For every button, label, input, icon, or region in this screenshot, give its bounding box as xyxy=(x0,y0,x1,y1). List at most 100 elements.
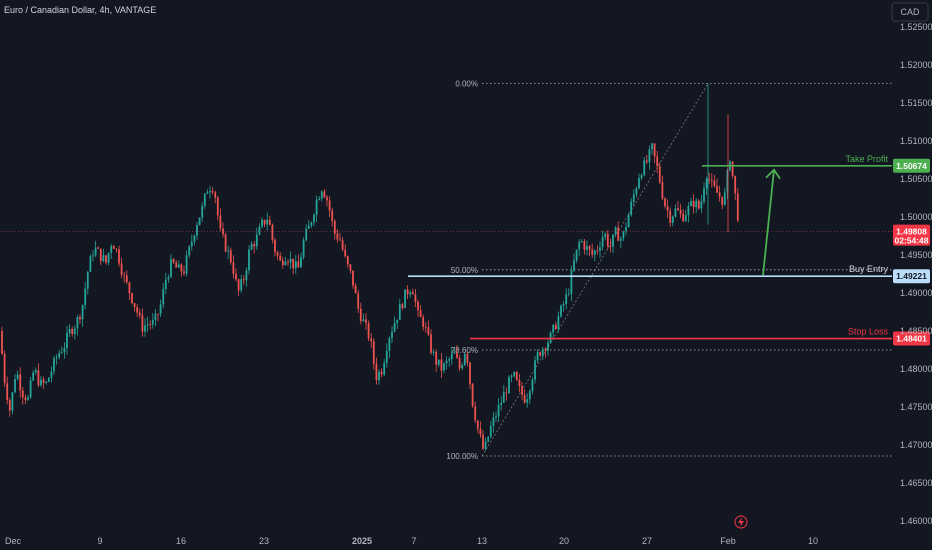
candle-body xyxy=(229,250,232,263)
candle-body xyxy=(409,292,412,295)
candle-body xyxy=(224,234,227,252)
candle-body xyxy=(695,200,698,208)
candle-body xyxy=(588,246,591,250)
candle-body xyxy=(214,192,217,198)
candle-body xyxy=(227,250,230,252)
candle-body xyxy=(518,380,521,387)
candle-body xyxy=(635,188,638,195)
candle-body xyxy=(94,247,97,256)
currency-button[interactable]: CAD xyxy=(891,2,929,22)
candle-body xyxy=(53,358,55,372)
candle-body xyxy=(3,353,6,384)
candle-body xyxy=(424,326,427,328)
countdown-text: 02:54:48 xyxy=(894,236,928,246)
candle-body xyxy=(21,390,24,398)
candle-body xyxy=(671,216,674,223)
candle-body xyxy=(565,294,568,305)
candle-body xyxy=(310,222,313,226)
candle-body xyxy=(500,402,503,405)
candle-body xyxy=(463,353,466,365)
candle-body xyxy=(162,288,165,305)
candle-body xyxy=(66,332,68,348)
fib-level-label: 0.00% xyxy=(455,80,478,89)
candle-body xyxy=(268,219,271,225)
candle-body xyxy=(76,316,79,329)
candle-body xyxy=(281,260,284,266)
candle-body xyxy=(721,196,724,205)
candle-body xyxy=(432,351,435,353)
candle-body xyxy=(593,250,596,255)
candle-body xyxy=(638,178,640,189)
currency-button-frame[interactable] xyxy=(891,2,929,22)
candle-body xyxy=(541,348,544,356)
y-tick-label: 1.50000 xyxy=(900,212,932,222)
candle-body xyxy=(406,289,409,295)
candle-body xyxy=(497,404,500,417)
price-axis[interactable]: 1.52500 1.52000 1.51500 1.51000 1.50500 1.500… xyxy=(900,22,932,526)
candle-body xyxy=(575,249,578,261)
candle-body xyxy=(149,324,152,325)
y-tick-label: 1.52000 xyxy=(900,60,932,70)
candle-body xyxy=(562,304,565,306)
candle-body xyxy=(554,324,557,330)
candle-body xyxy=(510,376,513,378)
candle-body xyxy=(245,270,248,281)
x-tick-label: 13 xyxy=(477,536,487,546)
candle-body xyxy=(404,289,406,308)
candle-body xyxy=(97,247,100,249)
candle-body xyxy=(710,179,713,181)
candle-body xyxy=(333,220,336,234)
candle-body xyxy=(716,185,718,193)
candle-body xyxy=(466,353,469,363)
candle-body xyxy=(661,182,664,199)
candle-body xyxy=(320,191,323,199)
candle-body xyxy=(508,377,510,394)
candle-body xyxy=(401,304,404,308)
candle-body xyxy=(250,244,253,250)
candle-body xyxy=(302,240,305,258)
candle-body xyxy=(471,383,474,407)
lightning-icon[interactable] xyxy=(734,515,748,529)
candle-body xyxy=(375,363,378,381)
candle-body xyxy=(73,328,76,335)
candle-body xyxy=(430,334,432,353)
fib-retracement[interactable]: 0.00% 50.00% 78.60% 100.00% xyxy=(446,80,892,461)
candle-body xyxy=(547,342,549,351)
candle-body xyxy=(726,170,729,193)
candle-body xyxy=(27,397,29,400)
x-tick-label: 2025 xyxy=(352,536,372,546)
stop-loss-badge-text: 1.48401 xyxy=(896,334,927,344)
currency-label: CAD xyxy=(900,7,920,17)
candle-body xyxy=(534,360,536,380)
candle-body xyxy=(513,372,516,377)
candle-body xyxy=(141,315,144,332)
candle-body xyxy=(528,391,531,400)
candle-body xyxy=(435,351,438,365)
candle-body xyxy=(687,206,690,216)
candle-body xyxy=(261,219,263,227)
fib-level-label: 50.00% xyxy=(451,266,478,275)
time-axis[interactable]: Dec 9 16 23 2025 7 13 20 27 Feb 10 xyxy=(5,536,818,546)
target-arrow[interactable] xyxy=(762,169,775,276)
candle-body xyxy=(359,308,362,322)
candle-body xyxy=(653,143,656,157)
candle-body xyxy=(383,362,386,375)
candle-body xyxy=(276,252,279,256)
candle-body xyxy=(188,246,191,256)
candle-body xyxy=(47,377,50,382)
trade-lines[interactable]: Take Profit 1.50674 Buy Entry 1.49221 Stop L… xyxy=(0,154,930,346)
candle-body xyxy=(354,285,357,294)
candle-body xyxy=(284,261,287,266)
candle-body xyxy=(443,363,445,371)
candle-body xyxy=(648,149,651,163)
candle-body xyxy=(492,417,495,427)
candle-body xyxy=(625,227,627,232)
candle-body xyxy=(612,234,614,247)
take-profit-badge xyxy=(893,158,930,173)
candle-body xyxy=(266,219,269,225)
candle-body xyxy=(159,304,162,314)
candle-body xyxy=(495,416,497,418)
candle-body xyxy=(6,383,9,400)
